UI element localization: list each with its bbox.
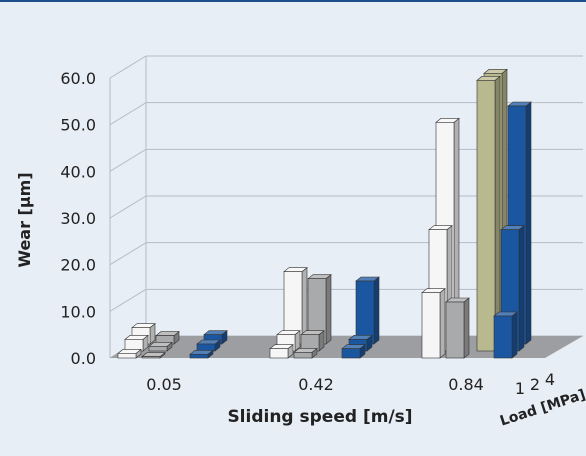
depth-tick-label: 4 (545, 370, 555, 389)
y-axis-title: Wear [µm] (15, 172, 34, 267)
depth-axis-title: Load [MPa] (498, 387, 586, 430)
bar (294, 352, 312, 358)
x-tick-label: 0.05 (146, 375, 182, 394)
depth-tick-label: 1 (515, 379, 525, 398)
y-tick-label: 40.0 (60, 162, 96, 181)
gridline-side (110, 196, 146, 218)
bar (197, 344, 215, 351)
gridline-side (110, 243, 146, 265)
bar (118, 353, 136, 358)
bar-side (374, 277, 379, 344)
bar (356, 281, 374, 344)
y-tick-label: 20.0 (60, 256, 96, 275)
bar (477, 80, 495, 351)
bar-side (440, 289, 445, 358)
bar-side (495, 76, 500, 351)
gridline-side (110, 56, 146, 78)
bar-side (326, 275, 331, 344)
gridline-side (110, 289, 146, 311)
bar (142, 357, 160, 358)
bar (422, 293, 440, 358)
bar (149, 346, 167, 351)
bar (446, 302, 464, 358)
bar-side (464, 298, 469, 358)
y-tick-label: 0.0 (71, 349, 96, 368)
bar-side (512, 312, 517, 358)
y-tick-label: 60.0 (60, 69, 96, 88)
bar (494, 316, 512, 358)
gridline-side (110, 149, 146, 171)
bar (190, 354, 208, 358)
gridline-side (110, 103, 146, 125)
y-tick-label: 30.0 (60, 209, 96, 228)
bar-side (519, 226, 524, 351)
bar (270, 349, 288, 358)
bar-side (526, 102, 531, 344)
x-axis-title: Sliding speed [m/s] (227, 407, 412, 427)
y-tick-label: 50.0 (60, 116, 96, 135)
y-tick-label: 10.0 (60, 302, 96, 321)
x-tick-label: 0.84 (448, 375, 484, 394)
x-tick-label: 0.42 (298, 375, 334, 394)
bar (342, 349, 360, 358)
depth-tick-label: 2 (530, 375, 540, 394)
